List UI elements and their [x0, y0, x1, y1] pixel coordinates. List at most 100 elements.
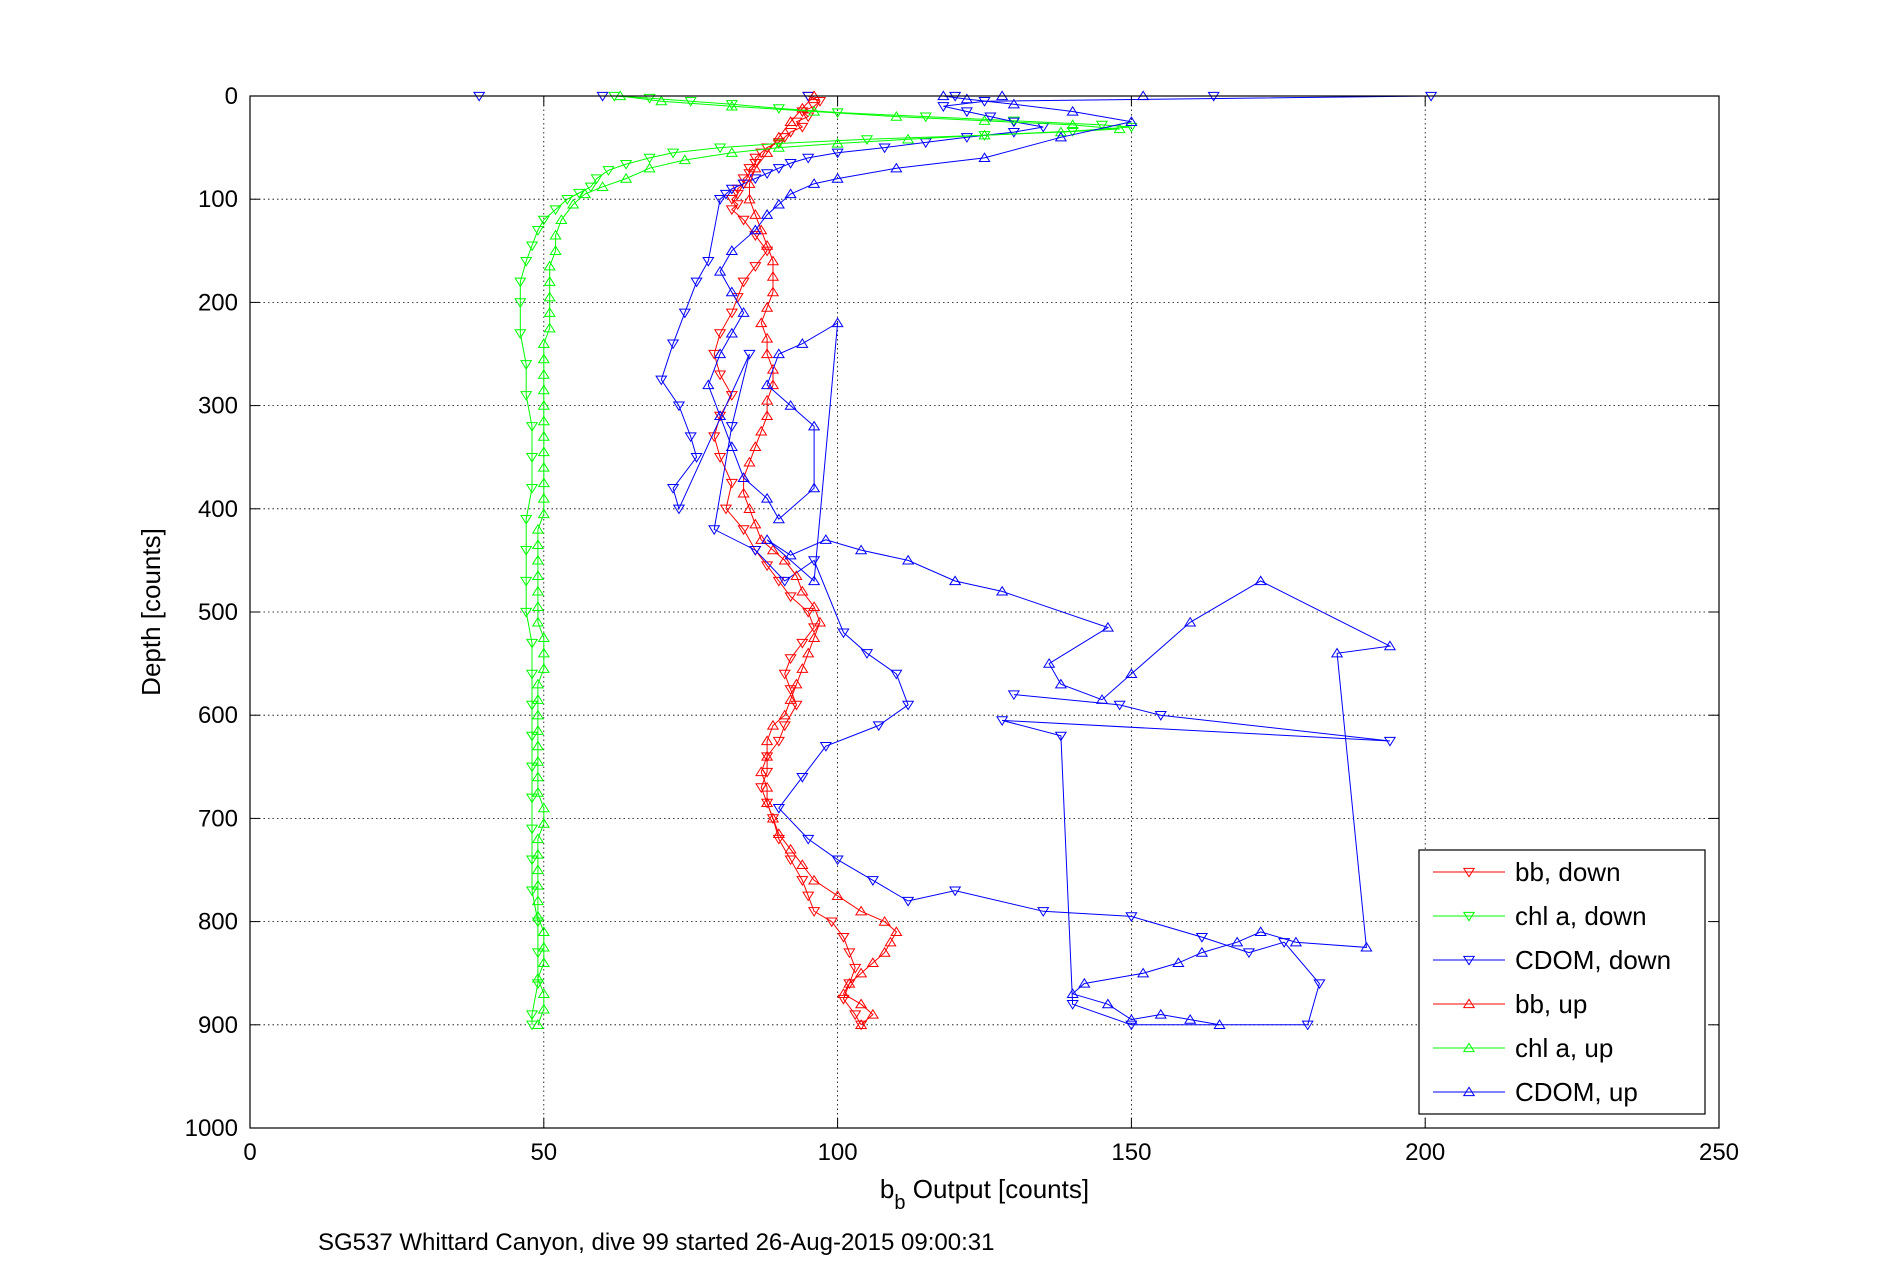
data-point-cdom-up — [960, 93, 973, 104]
data-point-bb-down — [784, 685, 797, 696]
data-point-bb-down — [807, 102, 821, 112]
legend-box — [1418, 849, 1706, 1115]
data-point-chl-a-up — [902, 133, 915, 144]
data-point-cdom-up — [784, 188, 797, 199]
data-point-cdom-up — [855, 544, 868, 555]
data-point-bb-down — [713, 411, 727, 422]
data-point-cdom-up — [702, 379, 715, 390]
data-point-chl-a-down — [514, 277, 527, 288]
data-point-cdom-down — [1007, 127, 1020, 138]
data-point-bb-up — [766, 544, 780, 555]
data-point-cdom-up — [1195, 946, 1209, 957]
data-point-bb-down — [784, 855, 797, 866]
data-point-bb-up — [890, 926, 903, 937]
data-point-cdom-up — [737, 472, 750, 482]
data-point-cdom-up — [737, 307, 750, 317]
data-point-bb-up — [878, 915, 891, 926]
data-point-chl-a-up — [531, 725, 545, 735]
data-point-cdom-down — [749, 174, 762, 185]
legend-marker — [1462, 1042, 1476, 1053]
data-point-chl-a-up — [531, 833, 545, 844]
data-point-chl-a-up — [1113, 123, 1126, 134]
data-point-cdom-up — [796, 338, 809, 348]
x-axis-label-rest: Output [counts] — [906, 1174, 1090, 1204]
data-point-cdom-down — [996, 716, 1009, 726]
data-point-chl-a-down — [684, 97, 697, 107]
data-point-chl-a-up — [537, 477, 550, 488]
data-point-chl-a-down — [860, 135, 874, 145]
data-point-bb-up — [766, 379, 780, 390]
data-point-bb-down — [807, 623, 821, 634]
data-point-chl-a-up — [537, 338, 550, 348]
data-point-bb-down — [778, 669, 791, 680]
data-point-cdom-down — [902, 700, 915, 711]
data-point-bb-down — [737, 277, 750, 288]
data-point-bb-up — [784, 694, 797, 704]
legend-label: CDOM, down — [1515, 945, 1671, 975]
x-tick-label: 150 — [1111, 1139, 1151, 1166]
data-point-chl-a-up — [531, 848, 545, 859]
data-point-chl-a-down — [919, 112, 932, 123]
data-point-chl-a-down — [531, 948, 545, 959]
data-point-chl-a-up — [678, 154, 691, 165]
data-point-chl-a-up — [543, 260, 556, 271]
data-point-cdom-down — [872, 721, 885, 732]
data-point-cdom-down — [1125, 1020, 1138, 1031]
data-point-chl-a-up — [537, 492, 550, 503]
data-point-cdom-down — [760, 169, 774, 180]
data-point-chl-a-up — [890, 111, 903, 121]
data-point-chl-a-up — [537, 957, 550, 968]
data-point-cdom-up — [978, 152, 991, 163]
data-point-cdom-up — [1231, 936, 1244, 947]
data-point-cdom-down — [1383, 736, 1397, 747]
data-point-cdom-down — [778, 576, 791, 587]
legend-items: bb, down chl a, down CDOM, down bb, up chl a… — [1433, 857, 1671, 1107]
y-tick-label: 500 — [198, 599, 238, 626]
data-point-bb-down — [802, 891, 815, 902]
data-point-chl-a-up — [543, 291, 556, 302]
data-point-chl-a-up — [555, 214, 568, 224]
data-point-cdom-down — [960, 133, 973, 143]
data-point-chl-a-up — [531, 570, 545, 581]
data-point-cdom-down — [902, 896, 915, 907]
data-point-cdom-up — [1054, 131, 1067, 142]
data-point-cdom-up — [1078, 977, 1091, 988]
series-chl-a-up — [531, 90, 1126, 1029]
data-point-bb-up — [755, 317, 768, 328]
data-point-bb-down — [725, 205, 738, 216]
data-point-chl-a-down — [520, 607, 533, 618]
series-cdom-down — [473, 91, 1438, 1031]
data-point-bb-up — [755, 766, 768, 777]
data-point-chl-a-down — [531, 226, 545, 236]
data-point-cdom-down — [772, 164, 785, 174]
data-point-cdom-down — [702, 256, 715, 267]
data-point-bb-down — [737, 215, 750, 226]
data-point-chl-a-up — [531, 678, 545, 689]
data-point-bb-up — [760, 797, 774, 808]
data-point-bb-up — [796, 585, 809, 596]
data-point-bb-up — [784, 843, 797, 854]
data-point-chl-a-down — [772, 139, 785, 150]
data-point-cdom-up — [784, 549, 797, 560]
data-point-bb-up — [796, 102, 809, 113]
data-point-chl-a-up — [537, 1003, 550, 1014]
data-point-cdom-up — [1154, 1008, 1167, 1019]
data-point-cdom-up — [713, 348, 727, 359]
data-point-chl-a-up — [807, 105, 821, 116]
data-point-chl-a-up — [531, 709, 545, 720]
data-point-cdom-up — [807, 575, 821, 586]
data-point-cdom-up — [1101, 621, 1115, 632]
data-point-chl-a-down — [537, 215, 550, 226]
data-point-cdom-down — [890, 669, 903, 680]
legend-item-cdom-down: CDOM, down — [1433, 945, 1671, 975]
data-point-cdom-up — [831, 172, 844, 183]
data-point-chl-a-up — [531, 585, 545, 596]
data-point-bb-up — [755, 224, 768, 235]
y-axis-label: Depth [counts] — [136, 528, 166, 696]
data-point-cdom-down — [672, 504, 686, 515]
data-point-cdom-down — [1113, 700, 1126, 711]
data-point-cdom-down — [725, 422, 738, 432]
data-point-cdom-up — [1043, 657, 1056, 668]
data-point-bb-up — [813, 616, 827, 627]
data-point-chl-a-down — [520, 514, 533, 525]
